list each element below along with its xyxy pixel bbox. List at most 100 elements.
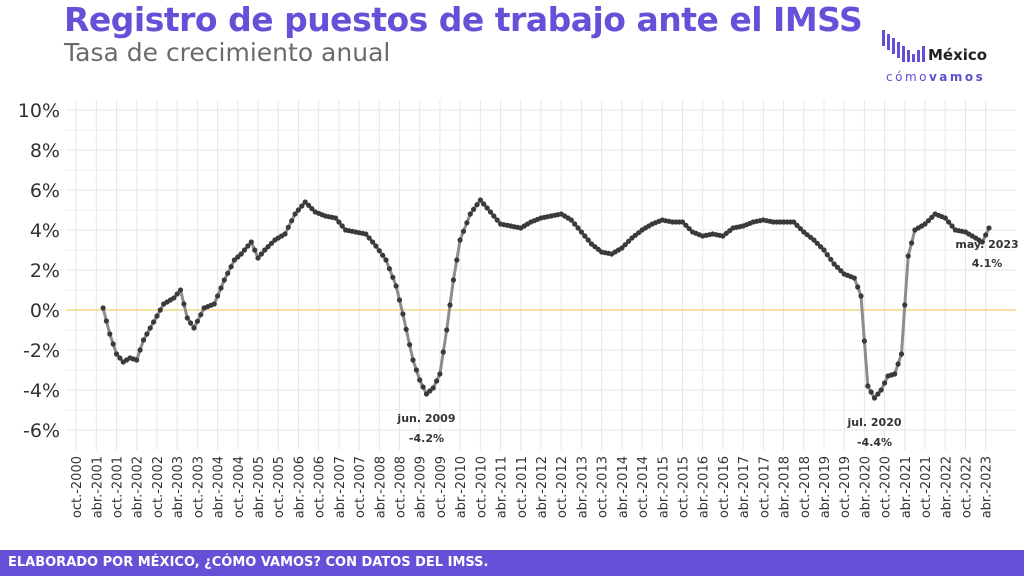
data-point: [434, 378, 440, 384]
data-point: [255, 255, 261, 261]
data-point: [420, 384, 426, 390]
data-point: [828, 256, 834, 262]
logo-tagline-plain: cómo: [886, 70, 929, 84]
x-tick-label: oct.-2013: [596, 456, 611, 518]
data-point: [440, 349, 446, 355]
data-point: [373, 243, 379, 249]
data-point: [626, 238, 632, 244]
data-point: [410, 357, 416, 363]
annotations-layer: jun. 2009 -4.2% jul. 2020 -4.4% may. 2023 4.1…: [396, 238, 1018, 449]
data-point: [137, 347, 143, 353]
x-tick-label: oct.-2004: [232, 456, 247, 518]
data-point: [811, 237, 817, 243]
data-point: [292, 211, 298, 217]
data-point: [376, 248, 382, 254]
data-point: [306, 202, 312, 208]
data-point: [457, 237, 463, 243]
x-tick-label: oct.-2009: [434, 456, 449, 518]
data-point: [370, 239, 376, 245]
data-point: [174, 291, 180, 297]
data-point: [157, 307, 163, 313]
data-point: [892, 371, 898, 377]
data-point: [302, 199, 308, 205]
x-tick-label: abr.-2003: [171, 456, 186, 518]
data-point: [487, 209, 494, 215]
data-point: [299, 203, 305, 209]
x-tick-label: oct.-2008: [394, 456, 409, 518]
x-tick-label: oct.-2010: [474, 456, 489, 518]
data-point: [447, 302, 453, 308]
data-point: [484, 205, 490, 211]
x-tick-label: oct.-2021: [919, 456, 934, 518]
y-tick-label: 4%: [30, 220, 60, 242]
data-point: [336, 219, 342, 225]
data-point: [194, 318, 200, 324]
y-tick-label: 6%: [30, 180, 60, 202]
data-point: [396, 297, 403, 303]
footer-source: ELABORADO POR MÉXICO, ¿CÓMO VAMOS? CON D…: [8, 555, 489, 570]
data-point: [905, 253, 911, 259]
data-point: [861, 338, 868, 344]
data-point: [895, 361, 901, 367]
data-point: [241, 247, 248, 253]
y-tick-label: -2%: [23, 340, 60, 362]
x-axis-ticks: oct.-2000 abr.-2001 oct.-2001 abr.-2002 oct.…: [70, 456, 995, 518]
x-tick-label: abr.-2004: [212, 456, 227, 518]
data-point: [366, 235, 372, 241]
data-point: [191, 325, 197, 331]
data-point: [831, 261, 837, 267]
data-point: [154, 313, 160, 319]
data-point: [225, 270, 231, 276]
data-point: [683, 222, 689, 228]
data-point: [925, 218, 932, 224]
annotation-date-label: jul. 2020: [847, 416, 902, 429]
x-tick-label: oct.-2005: [272, 456, 287, 518]
x-tick-label: abr.-2005: [252, 456, 267, 518]
x-tick-label: abr.-2006: [292, 456, 307, 518]
data-point: [834, 264, 841, 270]
data-point: [450, 277, 456, 283]
x-tick-label: abr.-2012: [535, 456, 550, 518]
x-tick-label: abr.-2015: [656, 456, 671, 518]
data-point: [875, 391, 881, 397]
x-tick-label: abr.-2014: [616, 456, 631, 518]
x-tick-label: oct.-2014: [636, 456, 651, 518]
data-point: [184, 315, 190, 321]
data-point: [238, 251, 244, 257]
data-point: [794, 222, 800, 228]
chart-subtitle: Tasa de crecimiento anual: [64, 38, 391, 67]
logo-tagline: cómovamos: [886, 70, 985, 84]
series-points-layer: [100, 197, 992, 401]
data-point: [295, 207, 301, 213]
data-point: [289, 218, 295, 224]
data-point: [285, 224, 291, 230]
data-point: [147, 325, 153, 331]
data-point: [868, 389, 874, 395]
x-tick-label: abr.-2007: [333, 456, 348, 518]
x-tick-label: oct.-2006: [313, 456, 328, 518]
data-point: [585, 237, 591, 243]
x-tick-label: oct.-2020: [879, 456, 894, 518]
x-tick-label: oct.-2018: [798, 456, 813, 518]
data-point: [797, 226, 804, 232]
data-point: [144, 331, 150, 337]
data-point: [140, 337, 147, 343]
data-point: [215, 293, 221, 299]
data-point: [113, 351, 120, 357]
x-tick-label: abr.-2021: [899, 456, 914, 518]
y-axis-ticks: -6% -4% -2% 0% 2% 4% 6% 8% 10%: [18, 100, 60, 442]
data-point: [902, 302, 908, 308]
data-point: [979, 239, 985, 245]
data-point: [393, 283, 399, 289]
x-tick-label: oct.-2000: [70, 456, 85, 518]
x-tick-label: oct.-2015: [676, 456, 691, 518]
annotation-value-label: -4.2%: [409, 432, 444, 445]
x-tick-label: abr.-2016: [697, 456, 712, 518]
data-point: [221, 277, 227, 283]
x-tick-label: abr.-2002: [131, 456, 146, 518]
data-point: [390, 274, 396, 280]
x-tick-label: abr.-2023: [980, 456, 995, 518]
x-tick-label: abr.-2010: [454, 456, 469, 518]
data-point: [619, 245, 625, 251]
data-point: [454, 257, 460, 263]
